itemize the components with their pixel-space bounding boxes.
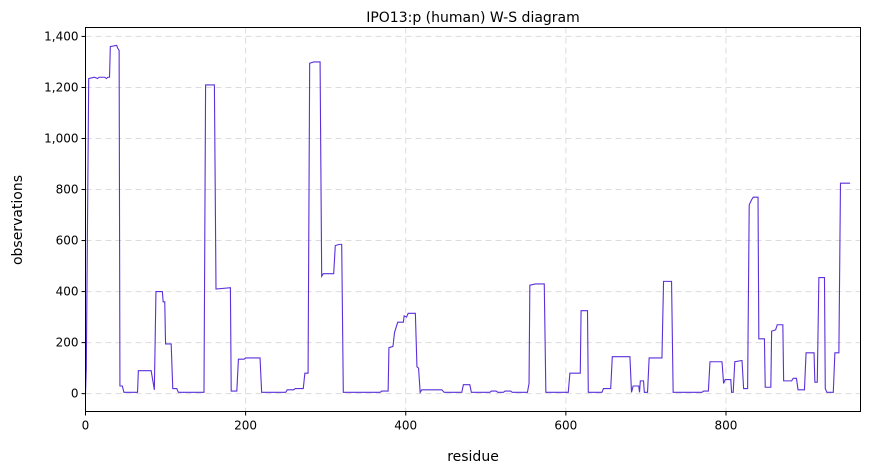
plot-frame — [85, 27, 861, 412]
y-tick-label: 1,000 — [44, 131, 78, 145]
grid-lines — [85, 27, 861, 412]
x-tick-label: 800 — [715, 419, 738, 433]
y-axis-label: observations — [10, 175, 26, 265]
y-tick-label: 400 — [56, 285, 79, 299]
y-tick-label: 0 — [71, 387, 79, 401]
y-tick-label: 600 — [56, 234, 79, 248]
x-tick-label: 600 — [554, 419, 577, 433]
axis-ticks: 0 200 400 600 800 0 200 400 600 800 1,000 1,200 1,40… — [44, 29, 737, 432]
x-tick-label: 200 — [234, 419, 257, 433]
x-tick-label: 0 — [82, 419, 90, 433]
y-tick-label: 1,200 — [44, 80, 78, 94]
y-tick-label: 200 — [56, 336, 79, 350]
x-tick-label: 400 — [394, 419, 417, 433]
x-axis-label: residue — [447, 449, 499, 465]
y-tick-label: 800 — [56, 183, 79, 197]
chart-title: IPO13:p (human) W-S diagram — [366, 10, 580, 26]
y-tick-label: 1,400 — [44, 29, 78, 43]
series-line — [84, 44, 851, 395]
